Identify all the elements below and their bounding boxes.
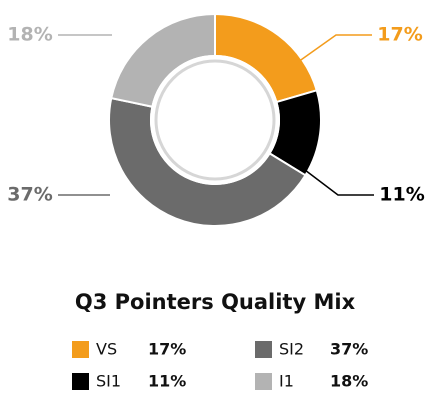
legend-swatch bbox=[255, 373, 272, 390]
legend-value: 17% bbox=[148, 340, 186, 359]
legend-value: 37% bbox=[330, 340, 368, 359]
callout-label: 18% bbox=[7, 24, 52, 46]
inner-ring bbox=[154, 59, 276, 181]
legend-label: SI2 bbox=[279, 340, 304, 359]
legend-label: VS bbox=[96, 340, 117, 359]
legend-swatch bbox=[72, 373, 89, 390]
leader-line bbox=[304, 169, 374, 196]
leader-line bbox=[297, 34, 372, 63]
legend-value: 18% bbox=[330, 372, 368, 391]
donut-hole bbox=[150, 55, 280, 185]
chart-title: Q3 Pointers Quality Mix bbox=[75, 290, 356, 314]
callout-label: 17% bbox=[377, 24, 422, 46]
callout-label: 11% bbox=[379, 184, 424, 206]
legend-swatch bbox=[255, 341, 272, 358]
legend-label: SI1 bbox=[96, 372, 121, 391]
legend-value: 11% bbox=[148, 372, 186, 391]
callout-label: 37% bbox=[7, 184, 52, 206]
legend-swatch bbox=[72, 341, 89, 358]
legend-label: I1 bbox=[279, 372, 294, 391]
